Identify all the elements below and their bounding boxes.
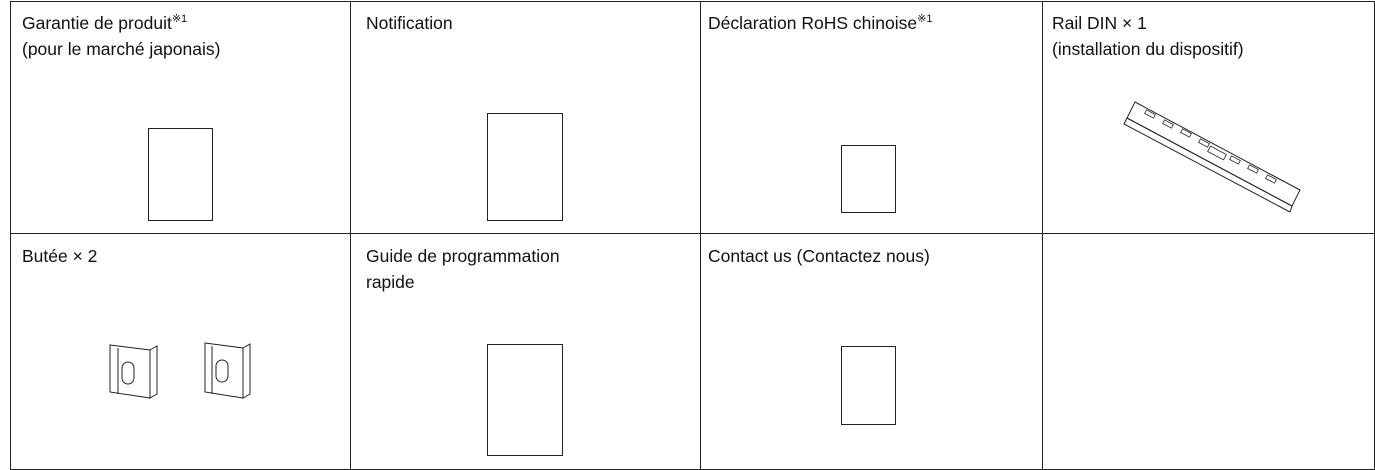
footnote-mark: ※1 — [171, 13, 188, 25]
cell: Notification — [366, 10, 453, 36]
cell-text: Déclaration RoHS chinoise※1 — [708, 10, 932, 36]
cell-text-content: Rail DIN × 1 — [1052, 13, 1147, 33]
document-icon — [148, 128, 213, 221]
cell-text-content: Guide de programmation — [366, 246, 560, 266]
cell: Butée × 2 — [22, 243, 97, 269]
cell-text-content: (pour le marché japonais) — [22, 39, 221, 59]
cell-text-content: Déclaration RoHS chinoise — [708, 13, 918, 33]
cell-text-content: Contact us (Contactez nous) — [708, 246, 930, 266]
cell-text: rapide — [366, 269, 560, 295]
cell-text: Garantie de produit※1 — [22, 10, 220, 36]
cell-text: Rail DIN × 1 — [1052, 10, 1244, 36]
cell-text: (installation du dispositif) — [1052, 36, 1244, 62]
cell-text-content: rapide — [366, 272, 415, 292]
cell: Guide de programmation rapide — [366, 243, 560, 295]
cell: Déclaration RoHS chinoise※1 — [708, 10, 932, 36]
footnote-mark: ※1 — [917, 13, 933, 25]
cell-text: Contact us (Contactez nous) — [708, 243, 930, 269]
din-rail-icon — [1123, 101, 1301, 213]
document-icon — [487, 344, 563, 456]
cell-text: Butée × 2 — [22, 243, 97, 269]
document-icon — [841, 346, 896, 425]
cell-text: Notification — [366, 10, 453, 36]
cell-text-content: Butée × 2 — [22, 246, 98, 266]
cell-text-content: Notification — [366, 13, 453, 33]
document-icon — [487, 113, 563, 221]
document-icon — [841, 145, 896, 213]
stopper-icon — [204, 342, 251, 399]
table-border — [10, 1, 1375, 470]
cell-text: Guide de programmation — [366, 243, 560, 269]
cell-text-content: Garantie de produit — [22, 13, 172, 33]
cell-text-content: (installation du dispositif) — [1052, 39, 1244, 59]
cell: Garantie de produit※1 (pour le marché jap… — [22, 10, 220, 62]
cell-text: (pour le marché japonais) — [22, 36, 220, 62]
cell: Contact us (Contactez nous) — [708, 243, 930, 269]
stopper-icon — [109, 344, 158, 399]
cell: Rail DIN × 1 (installation du dispositif) — [1052, 10, 1244, 62]
